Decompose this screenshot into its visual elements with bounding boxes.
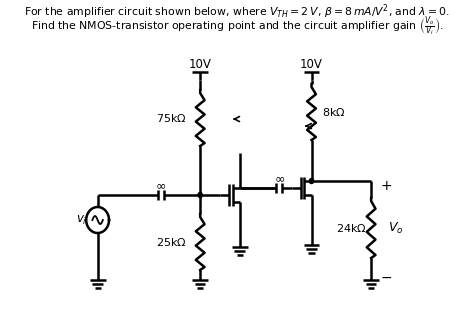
Text: $\infty$: $\infty$: [273, 172, 285, 186]
Text: +: +: [380, 179, 392, 193]
Text: 24k$\Omega$: 24k$\Omega$: [336, 222, 367, 234]
Text: 25k$\Omega$: 25k$\Omega$: [156, 236, 187, 248]
Text: 10V: 10V: [300, 57, 323, 71]
Circle shape: [310, 178, 314, 184]
Text: $\infty$: $\infty$: [155, 179, 166, 193]
Text: −: −: [380, 271, 392, 285]
Text: $V_o$: $V_o$: [388, 221, 403, 236]
Text: 10V: 10V: [189, 57, 211, 71]
Text: $v_i$: $v_i$: [76, 213, 87, 227]
Circle shape: [198, 193, 202, 197]
Text: 8k$\Omega$: 8k$\Omega$: [322, 106, 346, 118]
Text: For the amplifier circuit shown below, where $V_{TH} = 2\,V$, $\beta = 8\,mA/V^2: For the amplifier circuit shown below, w…: [24, 3, 450, 22]
Text: 75k$\Omega$: 75k$\Omega$: [156, 112, 187, 124]
Text: Find the NMOS-transistor operating point and the circuit amplifier gain $\left(\: Find the NMOS-transistor operating point…: [31, 14, 443, 38]
